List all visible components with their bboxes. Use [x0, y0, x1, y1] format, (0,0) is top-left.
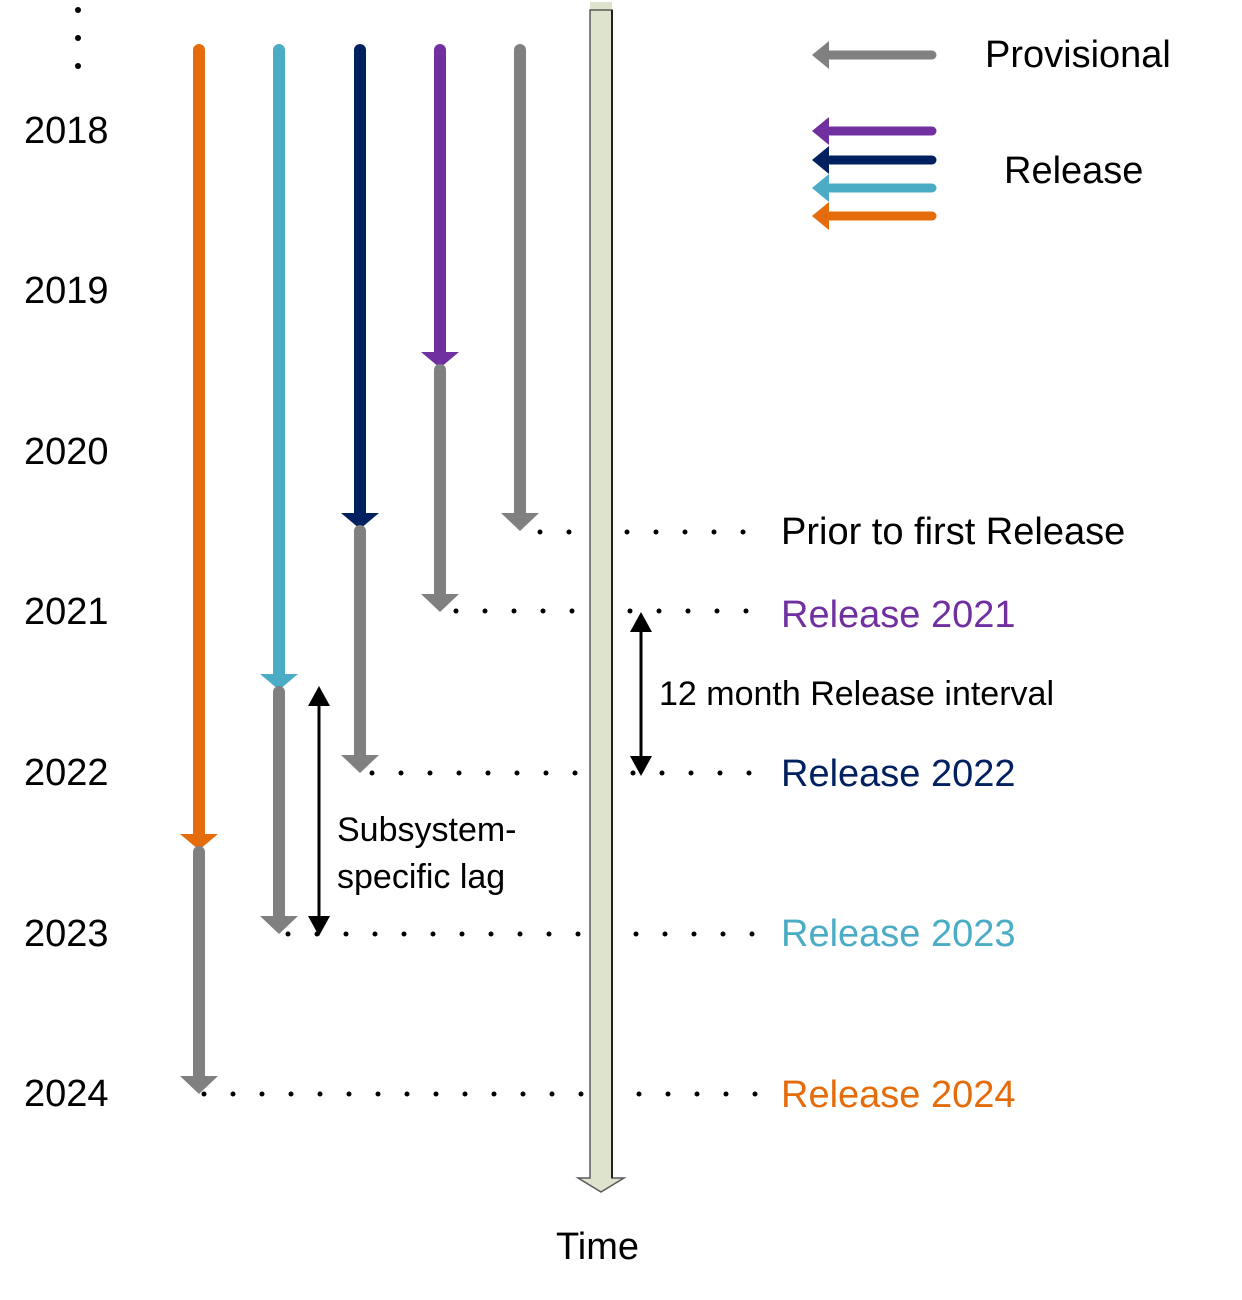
arrow-prior-release — [501, 44, 539, 531]
label-release-2023: Release 2023 — [781, 913, 1016, 955]
year-label-2021: 2021 — [24, 591, 109, 633]
year-label-2023: 2023 — [24, 913, 109, 955]
lag-annotation-line1: Subsystem- — [337, 811, 517, 849]
arrow-release-2021 — [421, 44, 459, 612]
ellipsis-dots — [75, 7, 81, 69]
arrow-release-2023 — [260, 44, 298, 934]
dotted-guides — [201, 529, 758, 1097]
label-prior-to-first-release: Prior to first Release — [781, 511, 1126, 553]
lag-double-arrow-icon — [308, 686, 330, 936]
legend-release-arrows-icon — [812, 117, 937, 230]
year-label-2018: 2018 — [24, 110, 109, 152]
year-label-2022: 2022 — [24, 752, 109, 794]
time-axis-label: Time — [556, 1226, 640, 1268]
year-label-2024: 2024 — [24, 1073, 109, 1115]
year-label-2019: 2019 — [24, 270, 109, 312]
arrow-release-2024 — [180, 44, 218, 1094]
label-release-2022: Release 2022 — [781, 753, 1016, 795]
interval-annotation: 12 month Release interval — [659, 675, 1055, 713]
time-axis-arrow-icon — [575, 2, 627, 1193]
arrow-release-2022 — [341, 44, 379, 773]
label-release-2024: Release 2024 — [781, 1074, 1016, 1116]
interval-double-arrow-icon — [630, 612, 652, 776]
legend-provisional-label: Provisional — [985, 34, 1171, 76]
lag-annotation-line2: specific lag — [337, 858, 506, 896]
label-release-2021: Release 2021 — [781, 594, 1016, 636]
legend-provisional-arrow-icon — [812, 41, 937, 69]
legend-release-label: Release — [1004, 150, 1144, 192]
year-label-2020: 2020 — [24, 431, 109, 473]
